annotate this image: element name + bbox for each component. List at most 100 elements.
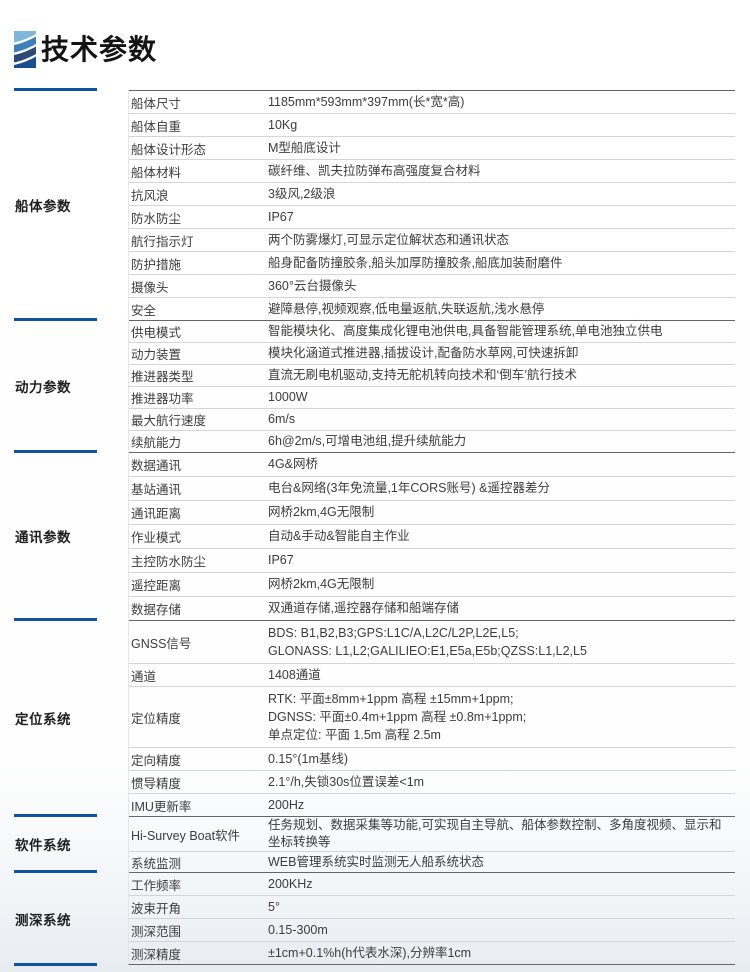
spec-row: 惯导精度 2.1°/h,失锁30s位置误差<1m — [129, 770, 735, 793]
spec-section: 通讯参数 数据通讯 4G&网桥基站通讯 电台&网络(3年免流量,1年CORS账号) &… — [0, 450, 750, 620]
spec-label: 测深范围 — [131, 924, 182, 939]
spec-section: 定位系统 GNSS信号 BDS: B1,B2,B3;GPS:L1C/A,L2C/L2… — [0, 618, 750, 816]
spec-row: IMU更新率 200Hz — [129, 793, 735, 816]
spec-value: 6h@2m/s,可增电池组,提升续航能力 — [268, 434, 467, 448]
spec-row: 主控防水防尘 IP67 — [129, 548, 735, 572]
section-category-cell: 船体参数 — [0, 88, 128, 320]
spec-label: 推进器类型 — [131, 370, 194, 384]
spec-value: 两个防雾爆灯,可显示定位解状态和通讯状态 — [268, 232, 509, 247]
spec-row: 基站通讯 电台&网络(3年免流量,1年CORS账号) &遥控器差分 — [129, 476, 735, 500]
section-category-cell: 动力参数 — [0, 318, 128, 452]
spec-label: 最大航行速度 — [131, 414, 207, 428]
spec-row: 防护措施 船身配备防撞胶条,船头加厚防撞胶条,船底加装耐磨件 — [129, 251, 735, 274]
category-label: 船体参数 — [15, 199, 71, 214]
spec-value: ±1cm+0.1%h(h代表水深),分辨率1cm — [268, 945, 472, 960]
spec-value: 自动&手动&智能自主作业 — [268, 529, 410, 543]
spec-row: 推进器类型 直流无刷电机驱动,支持无舵机转向技术和‘倒车’航行技术 — [129, 364, 735, 386]
spec-label: 遥控距离 — [131, 579, 182, 593]
category-label: 通讯参数 — [15, 530, 71, 545]
spec-value: 模块化涵道式推进器,插拔设计,配备防水草网,可快速拆卸 — [268, 346, 579, 360]
section-rows: 工作频率 200KHz 波束开角 5° 测深范围 0.15-300m 测深精度 ±1cm+0.… — [128, 872, 735, 965]
spec-label: 船体材料 — [131, 165, 182, 180]
spec-value: 船身配备防撞胶条,船头加厚防撞胶条,船底加装耐磨件 — [268, 255, 563, 270]
spec-label: 工作频率 — [131, 878, 182, 893]
spec-row: 测深范围 0.15-300m — [129, 918, 735, 941]
spec-value: 双通道存储,遥控器存储和船端存储 — [268, 601, 459, 615]
spec-label: 船体自重 — [131, 119, 182, 134]
spec-value: 电台&网络(3年免流量,1年CORS账号) &遥控器差分 — [268, 481, 550, 495]
spec-value: 10Kg — [268, 117, 298, 132]
spec-value: RTK: 平面±8mm+1ppm 高程 ±15mm+1ppm; DGNSS: 平面… — [268, 690, 735, 744]
category-label: 软件系统 — [15, 838, 71, 853]
spec-row: 供电模式 智能模块化、高度集成化锂电池供电,具备智能管理系统,单电池独立供电 — [129, 320, 735, 342]
spec-row: 动力装置 模块化涵道式推进器,插拔设计,配备防水草网,可快速拆卸 — [129, 342, 735, 364]
spec-value: 200KHz — [268, 876, 313, 891]
spec-row: 航行指示灯 两个防雾爆灯,可显示定位解状态和通讯状态 — [129, 228, 735, 251]
spec-row: 船体材料 碳纤维、凯夫拉防弹布高强度复合材料 — [129, 159, 735, 182]
spec-row: 定位精度 RTK: 平面±8mm+1ppm 高程 ±15mm+1ppm; DGNSS… — [129, 686, 735, 747]
spec-row: 防水防尘 IP67 — [129, 205, 735, 228]
spec-value-line: BDS: B1,B2,B3;GPS:L1C/A,L2C/L2P,L2E,L5; — [268, 626, 519, 640]
spec-value: IP67 — [268, 209, 294, 224]
spec-value: 0.15-300m — [268, 922, 328, 937]
spec-value: IP67 — [268, 553, 294, 567]
spec-label: 定位精度 — [131, 711, 182, 726]
spec-label: 船体尺寸 — [131, 96, 182, 111]
spec-label: 推进器功率 — [131, 392, 194, 406]
spec-label: 惯导精度 — [131, 776, 182, 791]
spec-row: 安全 避障悬停,视频观察,低电量返航,失联返航,浅水悬停 — [129, 297, 735, 320]
spec-value-line: RTK: 平面±8mm+1ppm 高程 ±15mm+1ppm; — [268, 692, 514, 706]
spec-value: 0.15°(1m基线) — [268, 751, 349, 766]
spec-row: 船体设计形态 M型船底设计 — [129, 136, 735, 159]
spec-row: 抗风浪 3级风,2级浪 — [129, 182, 735, 205]
spec-value: 1000W — [268, 390, 308, 404]
spec-table: 船体参数 船体尺寸 1185mm*593mm*397mm(长*宽*高) 船体自重 10K… — [0, 88, 750, 966]
spec-label: 定向精度 — [131, 753, 182, 768]
spec-label: 波束开角 — [131, 901, 182, 916]
spec-section: 软件系统 Hi-Survey Boat软件 任务规划、数据采集等功能,可实现自主导航… — [0, 814, 750, 872]
spec-value: 4G&网桥 — [268, 457, 319, 471]
spec-value: M型船底设计 — [268, 140, 341, 155]
spec-row: 通道 1408通道 — [129, 663, 735, 686]
category-label: 测深系统 — [15, 912, 71, 928]
category-label: 动力参数 — [15, 380, 71, 395]
spec-section: 船体参数 船体尺寸 1185mm*593mm*397mm(长*宽*高) 船体自重 10K… — [0, 88, 750, 320]
section-category-cell: 定位系统 — [0, 618, 128, 816]
spec-value: BDS: B1,B2,B3;GPS:L1C/A,L2C/L2P,L2E,L5; G… — [268, 624, 735, 660]
spec-label: 船体设计形态 — [131, 142, 207, 157]
section-rows: 数据通讯 4G&网桥基站通讯 电台&网络(3年免流量,1年CORS账号) &遥控器差… — [128, 452, 735, 620]
spec-row: 定向精度 0.15°(1m基线) — [129, 747, 735, 770]
spec-row: 通讯距离 网桥2km,4G无限制 — [129, 500, 735, 524]
spec-label: 数据存储 — [131, 603, 182, 617]
spec-section: 动力参数 供电模式 智能模块化、高度集成化锂电池供电,具备智能管理系统,单电池独立供… — [0, 318, 750, 452]
spec-value-line: GLONASS: L1,L2;GALILIEO:E1,E5a,E5b;QZSS:… — [268, 644, 587, 658]
spec-row: 测深精度 ±1cm+0.1%h(h代表水深),分辨率1cm — [129, 941, 735, 964]
spec-row: 摄像头 360°云台摄像头 — [129, 274, 735, 297]
spec-row: 推进器功率 1000W — [129, 386, 735, 408]
spec-row: 船体尺寸 1185mm*593mm*397mm(长*宽*高) — [129, 90, 735, 113]
spec-row: 系统监测 WEB管理系统实时监测无人船系统状态 — [129, 851, 735, 872]
section-rows: 船体尺寸 1185mm*593mm*397mm(长*宽*高) 船体自重 10Kg 船体设… — [128, 90, 735, 320]
spec-value: 智能模块化、高度集成化锂电池供电,具备智能管理系统,单电池独立供电 — [268, 324, 663, 338]
spec-label: 防护措施 — [131, 257, 182, 272]
spec-value: 网桥2km,4G无限制 — [268, 505, 375, 519]
spec-label: 供电模式 — [131, 326, 182, 340]
spec-row: 续航能力 6h@2m/s,可增电池组,提升续航能力 — [129, 430, 735, 452]
spec-label: 动力装置 — [131, 348, 182, 362]
spec-value: WEB管理系统实时监测无人船系统状态 — [268, 854, 484, 869]
spec-row: 最大航行速度 6m/s — [129, 408, 735, 430]
page-title: 技术参数 — [41, 34, 158, 65]
spec-row: 遥控距离 网桥2km,4G无限制 — [129, 572, 735, 596]
spec-label: IMU更新率 — [131, 799, 192, 814]
spec-value-line: 单点定位: 平面 1.5m 高程 2.5m — [268, 728, 441, 742]
spec-value-line: DGNSS: 平面±0.4m+1ppm 高程 ±0.8m+1ppm; — [268, 710, 527, 724]
spec-value: 1408通道 — [268, 667, 321, 682]
spec-row: GNSS信号 BDS: B1,B2,B3;GPS:L1C/A,L2C/L2P,L2… — [129, 620, 735, 663]
section-category-cell: 软件系统 — [0, 814, 128, 872]
spec-label: 安全 — [131, 303, 157, 318]
section-category-cell: 测深系统 — [0, 870, 128, 966]
spec-label: 基站通讯 — [131, 483, 182, 497]
section-category-cell: 通讯参数 — [0, 450, 128, 620]
spec-label: 续航能力 — [131, 436, 182, 450]
spec-label: 数据通讯 — [131, 459, 182, 473]
